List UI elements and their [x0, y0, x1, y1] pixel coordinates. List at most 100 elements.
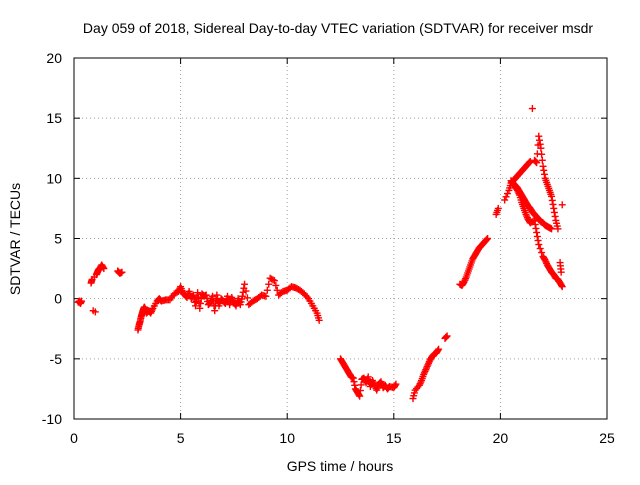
- data-point: [522, 210, 530, 218]
- data-point: [416, 380, 424, 388]
- y-tick-label: 10: [46, 170, 62, 186]
- data-point: [364, 373, 372, 381]
- data-point: [537, 144, 545, 152]
- y-tick-label: -5: [50, 351, 63, 367]
- data-point: [213, 291, 221, 299]
- data-point: [484, 235, 492, 242]
- data-point: [494, 204, 502, 212]
- data-point: [525, 159, 533, 167]
- data-point: [420, 370, 428, 378]
- data-point: [536, 245, 544, 253]
- data-point: [355, 391, 363, 399]
- data-point: [422, 364, 430, 372]
- data-point: [265, 280, 273, 288]
- data-point: [528, 105, 536, 113]
- data-point: [369, 378, 377, 386]
- data-point: [443, 332, 451, 340]
- x-tick-label: 20: [493, 430, 509, 446]
- data-point: [540, 166, 548, 174]
- data-point: [269, 276, 277, 284]
- data-point: [368, 376, 376, 384]
- data-point: [147, 308, 155, 316]
- data-point: [194, 289, 202, 297]
- data-point: [196, 304, 204, 312]
- data-point: [531, 220, 539, 228]
- tick-layer: 0 5 10 15 20 25 -10 -5 0 5 10 15 20: [42, 50, 615, 446]
- data-point: [77, 297, 85, 305]
- data-point: [501, 196, 509, 204]
- data-point: [205, 300, 213, 308]
- data-point: [228, 293, 236, 301]
- y-tick-label: -10: [42, 411, 62, 427]
- x-tick-label: 5: [177, 430, 185, 446]
- data-point: [542, 258, 550, 266]
- data-point: [192, 302, 200, 310]
- data-point: [238, 292, 246, 300]
- data-point: [211, 307, 219, 315]
- data-point: [196, 299, 204, 307]
- data-point: [534, 237, 542, 245]
- data-point: [548, 192, 556, 200]
- data-point: [417, 378, 425, 386]
- grid-layer: [74, 58, 607, 419]
- data-point: [202, 291, 210, 299]
- data-point: [273, 286, 281, 294]
- data-point: [118, 268, 126, 276]
- data-point: [535, 136, 543, 144]
- data-point: [241, 280, 249, 288]
- data-point: [391, 381, 399, 389]
- data-point: [435, 345, 443, 353]
- data-point: [434, 346, 442, 354]
- data-point: [270, 277, 278, 285]
- data-point: [532, 158, 540, 166]
- data-point: [502, 193, 510, 201]
- data-point: [356, 387, 364, 395]
- data-point: [415, 381, 423, 389]
- data-point: [536, 140, 544, 148]
- data-point: [548, 196, 556, 204]
- data-point: [548, 225, 556, 233]
- data-point: [262, 292, 270, 300]
- data-point: [303, 293, 311, 301]
- data-point: [351, 381, 359, 389]
- data-point: [442, 333, 450, 341]
- data-point: [357, 381, 365, 389]
- data-point: [356, 392, 364, 400]
- x-axis-label: GPS time / hours: [287, 458, 394, 474]
- data-point: [550, 208, 558, 216]
- data-point: [189, 291, 197, 299]
- data-point: [442, 334, 450, 342]
- data-point: [243, 294, 251, 302]
- data-point: [91, 308, 99, 316]
- x-tick-label: 25: [599, 430, 615, 446]
- data-point: [551, 212, 559, 220]
- y-tick-label: 0: [54, 291, 62, 307]
- data-point: [541, 256, 549, 264]
- y-tick-label: 5: [54, 231, 62, 247]
- data-point: [242, 287, 250, 295]
- plot-frame: [73, 57, 608, 420]
- data-point: [482, 236, 490, 244]
- data-point: [557, 268, 565, 276]
- data-point: [533, 159, 541, 167]
- data-point: [532, 224, 540, 232]
- data-point: [422, 366, 430, 374]
- x-tick-label: 0: [70, 430, 78, 446]
- data-point: [424, 361, 432, 369]
- data-point: [554, 225, 562, 233]
- data-point: [272, 281, 280, 289]
- y-tick-label: 20: [46, 50, 62, 66]
- x-tick-label: 10: [279, 430, 295, 446]
- data-point: [558, 281, 566, 289]
- x-tick-label: 15: [386, 430, 402, 446]
- data-point: [148, 306, 156, 314]
- data-point: [350, 378, 358, 386]
- data-point: [531, 157, 539, 165]
- y-tick-label: 15: [46, 110, 62, 126]
- data-point: [539, 162, 547, 170]
- data-point: [462, 275, 470, 283]
- data-point: [100, 265, 108, 273]
- data-point: [460, 278, 468, 286]
